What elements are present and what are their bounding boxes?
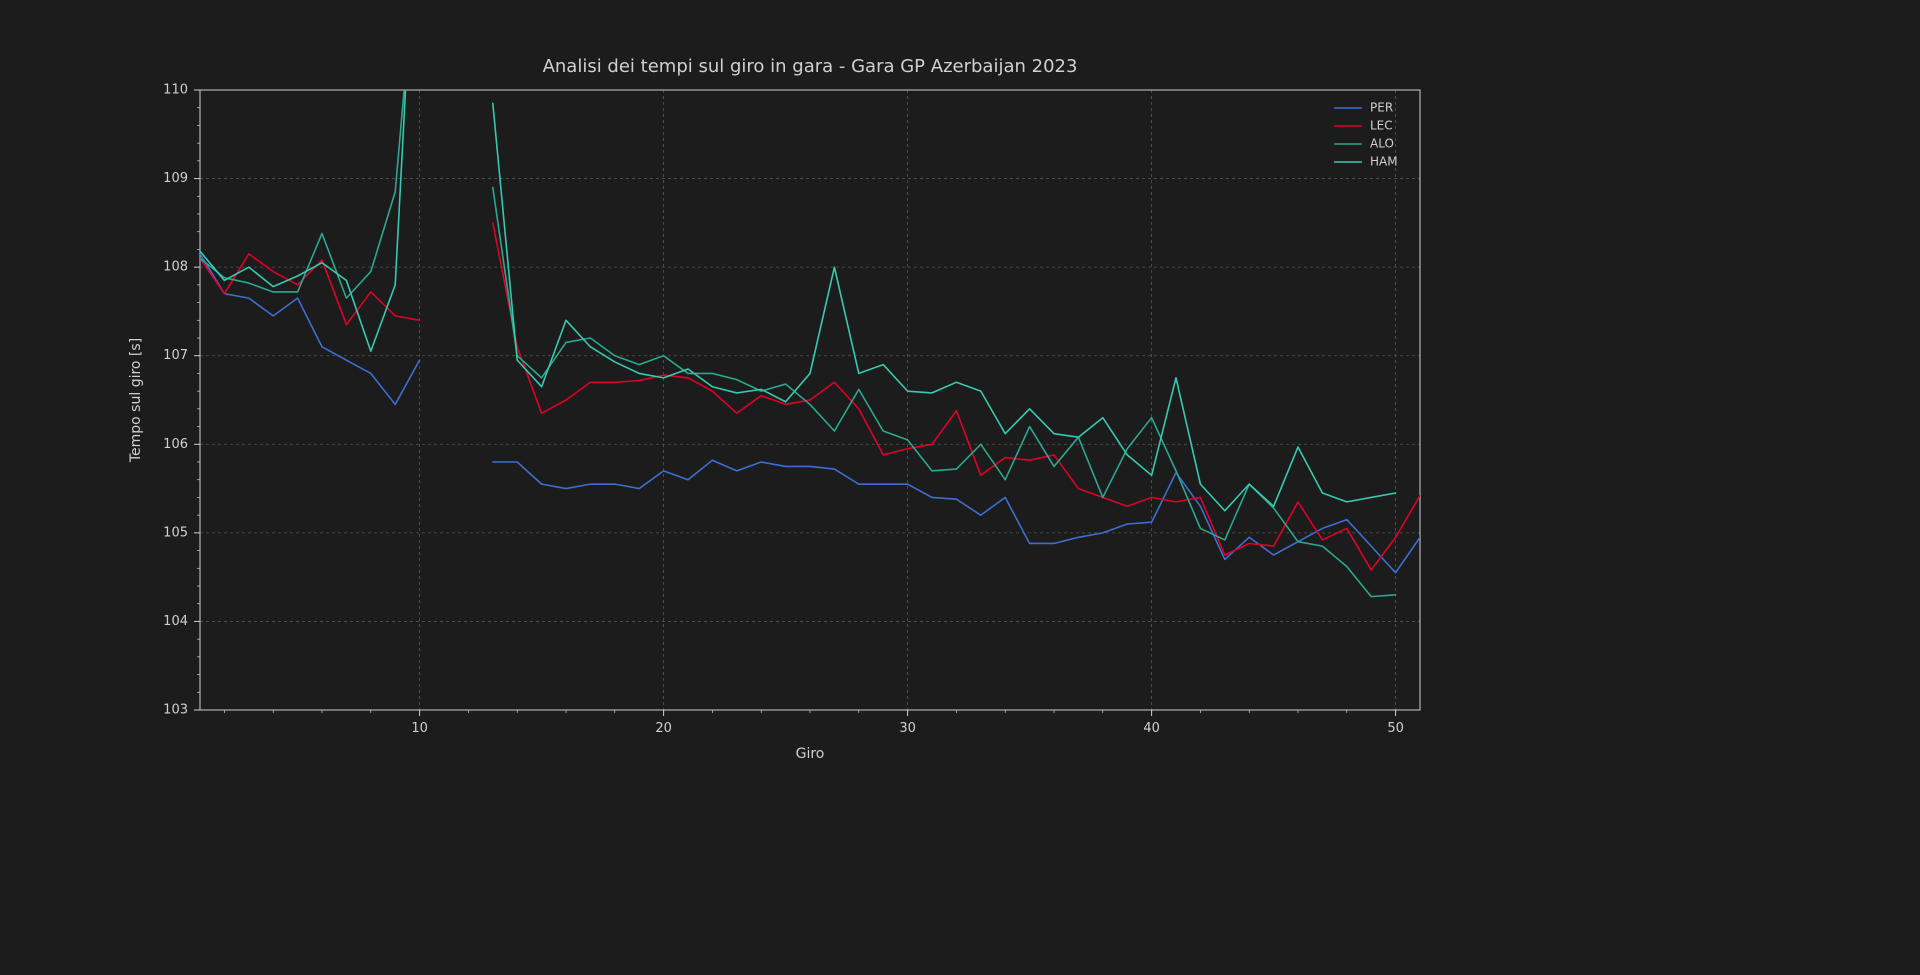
chart-container: 103 104 105 106 107 108 109 110 10 20 30 40 50 Analis…	[0, 0, 1920, 975]
y-tick-label: 109	[163, 171, 188, 186]
x-tick-label: 20	[655, 721, 672, 736]
y-tick-label: 106	[163, 437, 188, 452]
x-tick-label: 30	[899, 721, 916, 736]
x-tick-label: 40	[1143, 721, 1160, 736]
y-tick-label: 105	[163, 525, 188, 540]
legend-label-lec: LEC	[1370, 119, 1393, 133]
y-tick-label: 104	[163, 614, 188, 629]
x-axis-label: Giro	[796, 746, 825, 762]
y-tick-label: 108	[163, 260, 188, 275]
x-tick-label: 50	[1387, 721, 1404, 736]
y-tick-label: 107	[163, 348, 188, 363]
y-axis-label: Tempo sul giro [s]	[128, 338, 144, 463]
legend-label-ham: HAM	[1370, 155, 1398, 169]
legend-label-per: PER	[1370, 101, 1393, 115]
x-tick-label: 10	[411, 721, 428, 736]
legend-label-alo: ALO	[1370, 137, 1394, 151]
y-tick-label: 110	[163, 83, 188, 98]
chart-title: Analisi dei tempi sul giro in gara - Gar…	[543, 56, 1078, 77]
laptime-chart: 103 104 105 106 107 108 109 110 10 20 30 40 50 Analis…	[0, 0, 1920, 975]
y-tick-label: 103	[163, 703, 188, 718]
